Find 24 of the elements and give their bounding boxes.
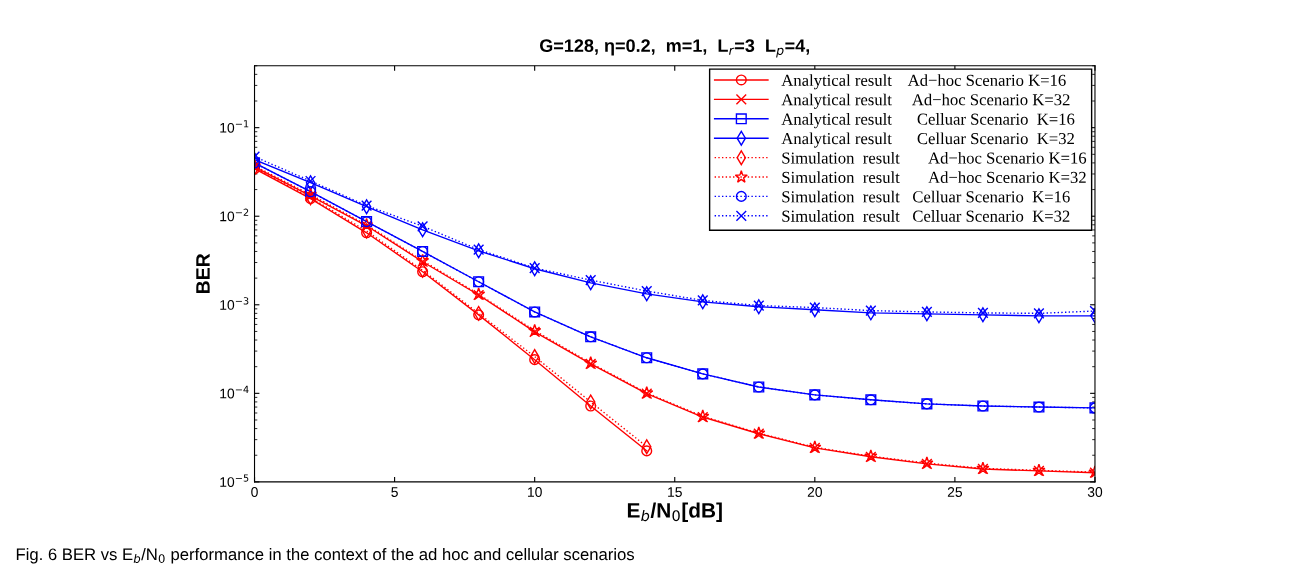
y-tick-label: 10$^{−1}$ — [220, 120, 249, 133]
chart-title: G=128, η=0.2, m=1, L$_{r}$=3 L$_{p}$=4, — [539, 39, 810, 58]
x-tick-label: 0 — [251, 487, 258, 497]
x-tick-label: 15 — [668, 487, 682, 497]
y-axis-title: BER — [196, 253, 210, 294]
y-tick-label: 10$^{−3}$ — [220, 297, 249, 310]
legend-label: Simulation result Ad−hoc Scenario K=16 — [782, 151, 1087, 164]
legend-label: Simulation result Celluar Scenario K=32 — [782, 210, 1070, 222]
legend-label: Analytical result Celluar Scenario K=32 — [781, 132, 1074, 148]
x-tick-label: 20 — [807, 487, 822, 497]
caption: Fig. 6 BER vs E$_{b}$/N$_{0}$ performance in the context of the ad hoc and cellular scenarios — [16, 547, 635, 564]
x-tick-label: 5 — [391, 487, 398, 497]
y-tick-label: 10$^{−2}$ — [220, 208, 249, 222]
y-tick-label: 10$^{−4}$ — [220, 385, 249, 399]
x-tick-label: 10 — [528, 487, 542, 497]
x-axis-title: E$_{b}$/N$_{0}$[dB] — [627, 502, 722, 522]
x-tick-label: 25 — [947, 487, 963, 497]
legend-label: Simulation result Celluar Scenario K=16 — [782, 190, 1070, 203]
legend-label: Analytical result Ad−hoc Scenario K=32 — [781, 93, 1070, 109]
legend-label: Simulation result Ad−hoc Scenario K=32 — [782, 171, 1086, 184]
legend-label: Analytical result Ad−hoc Scenario K=16 — [781, 74, 1066, 90]
x-tick-label: 30 — [1087, 487, 1103, 497]
y-tick-label: 10$^{−5}$ — [220, 474, 249, 487]
legend-label: Analytical result Celluar Scenario K=16 — [781, 113, 1075, 129]
